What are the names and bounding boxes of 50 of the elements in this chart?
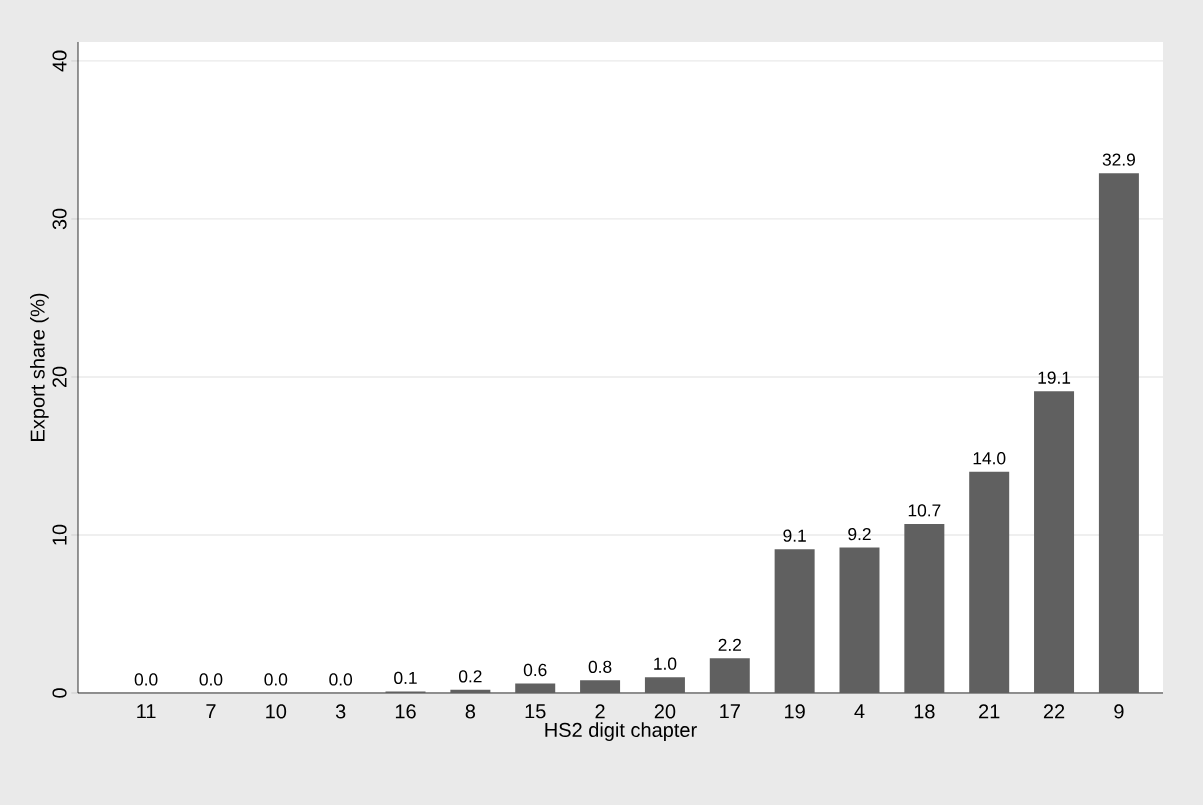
data-label: 1.0 [654,657,677,670]
bar [774,549,815,693]
data-label: 19.1 [1038,371,1071,384]
x-tick-label: 15 [525,704,546,719]
bar [839,547,880,693]
data-label: 0.0 [329,673,353,686]
data-label: 0.6 [523,663,547,677]
x-axis-title: HS2 digit chapter [545,722,697,741]
data-label: 9.1 [783,529,806,542]
data-label: 0.0 [264,673,288,686]
bar [580,680,621,693]
x-tick-label: 4 [854,704,865,719]
bar [1098,173,1139,693]
x-tick-label: 8 [465,704,476,719]
data-label: 14.0 [973,452,1006,465]
y-tick-label: 30 [52,208,67,230]
data-label: 0.0 [199,673,223,686]
bar [450,689,491,693]
data-label: 2.2 [718,638,741,651]
bar [904,523,945,693]
x-tick-label: 19 [785,704,805,719]
data-label: 0.0 [134,673,158,686]
y-tick-label: 0 [52,688,67,698]
x-tick-label: 3 [335,704,346,719]
x-tick-label: 10 [266,704,287,719]
data-label: 10.7 [908,504,941,517]
x-tick-label: 20 [654,704,676,719]
x-tick-label: 18 [914,704,935,719]
bar [969,471,1010,693]
bar [1034,391,1075,693]
bar [709,658,750,693]
y-tick-label: 20 [52,366,67,388]
x-tick-label: 21 [979,704,1000,719]
x-tick-label: 17 [720,704,740,719]
data-label: 0.8 [588,660,612,673]
data-label: 0.1 [394,671,417,685]
data-label: 9.2 [848,527,871,541]
x-tick-label: 11 [137,704,156,719]
bar [644,677,685,693]
y-axis-title: Export share (%) [30,293,49,441]
x-tick-label: 16 [395,704,416,719]
data-label: 32.9 [1102,153,1135,166]
y-tick-label: 10 [52,524,67,545]
x-tick-label: 9 [1114,704,1124,719]
data-label: 0.2 [458,670,482,683]
y-tick-label: 40 [52,50,67,72]
x-tick-label: 7 [206,704,216,719]
x-tick-label: 22 [1043,704,1065,719]
x-tick-label: 2 [595,704,605,719]
bar [515,683,556,693]
